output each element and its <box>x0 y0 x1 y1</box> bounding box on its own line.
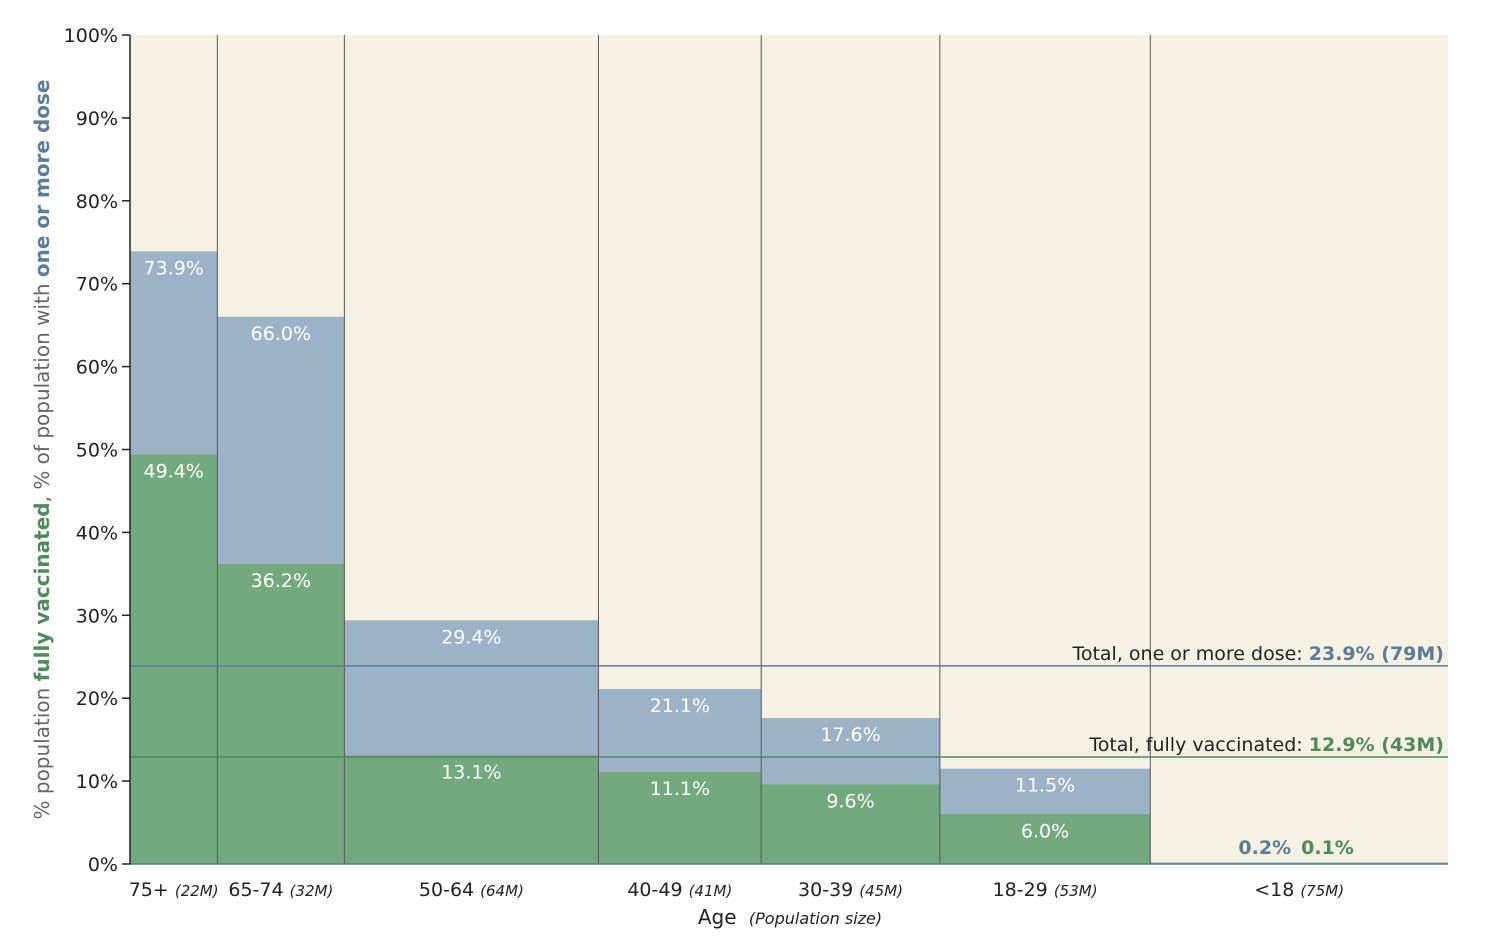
x-axis-label: Age <box>698 905 737 929</box>
x-axis-note: (Population size) <box>749 909 882 928</box>
reference-lines-layer: Total, one or more dose: 23.9% (79M)Tota… <box>130 643 1448 758</box>
x-tick-label-50-64: 50-64 (64M) <box>419 879 524 901</box>
bar-fully-40-49 <box>598 771 762 864</box>
x-tick-age: 40-49 <box>627 879 688 901</box>
label-one-dose-75+: 73.9% <box>143 257 203 279</box>
x-tick-population: (32M) <box>290 882 334 900</box>
y-axis-title: % population fully vaccinated, % of popu… <box>30 80 54 820</box>
label-fully-40-49: 11.1% <box>650 778 710 800</box>
x-tick-population: (53M) <box>1054 882 1098 900</box>
y-tick-label: 90% <box>76 108 118 130</box>
x-tick-population: (45M) <box>859 882 903 900</box>
bars-layer <box>130 251 1448 864</box>
bar-fully-75+ <box>130 454 218 864</box>
y-axis-label-one-dose: one or more dose <box>30 80 54 278</box>
label-fully-30-39: 9.6% <box>826 790 874 812</box>
x-tick-label-30-39: 30-39 (45M) <box>798 879 903 901</box>
y-tick-label: 80% <box>76 191 118 213</box>
reference-label-text: Total, fully vaccinated: <box>1088 734 1308 756</box>
x-tick-age: 75+ <box>129 879 175 901</box>
x-tick-population: (41M) <box>689 882 733 900</box>
x-tick-label-65-74: 65-74 (32M) <box>228 879 333 901</box>
y-axis-label-part-3: , % of population with <box>30 277 54 502</box>
bar-fully-50-64 <box>344 755 599 864</box>
reference-label-value: 12.9% (43M) <box>1309 734 1444 756</box>
label-fully-75+: 49.4% <box>143 460 203 482</box>
y-tick-label: 100% <box>64 25 118 47</box>
label-fully-18-29: 6.0% <box>1021 820 1069 842</box>
reference-label-fully: Total, fully vaccinated: 12.9% (43M) <box>1088 734 1444 756</box>
bar-fully-30-39 <box>761 784 940 864</box>
label-one-dose-50-64: 29.4% <box>441 626 501 648</box>
x-tick-age: 30-39 <box>798 879 859 901</box>
bar-labels-layer: 73.9% 49.4% 66.0% 36.2% 29.4% 13.1% 21.1% 11.1%… <box>143 257 1353 859</box>
y-tick-label: 60% <box>76 357 118 379</box>
x-tick-age: 65-74 <box>228 879 289 901</box>
label-fully-65-74: 36.2% <box>251 570 311 592</box>
dividers-layer <box>130 35 1448 865</box>
x-tick-population: (22M) <box>175 882 219 900</box>
y-tick-label: 50% <box>76 440 118 462</box>
x-tick-label-40-49: 40-49 (41M) <box>627 879 732 901</box>
label-fully-<18: 0.1% <box>1301 837 1354 859</box>
y-tick-label: 10% <box>76 771 118 793</box>
reference-label-value: 23.9% (79M) <box>1309 643 1444 665</box>
y-tick-label: 70% <box>76 274 118 296</box>
y-tick-label: 40% <box>76 522 118 544</box>
y-axis-label-part-1: % population <box>30 681 54 819</box>
label-one-dose-18-29: 11.5% <box>1015 775 1075 797</box>
x-axis: 75+ (22M) 65-74 (32M) 50-64 (64M) 40-49 (41… <box>129 879 1344 901</box>
x-tick-age: <18 <box>1254 879 1300 901</box>
y-axis-label-fully: fully vaccinated <box>30 502 54 681</box>
x-tick-population: (75M) <box>1300 882 1344 900</box>
y-tick-label: 0% <box>88 854 118 876</box>
x-tick-label-<18: <18 (75M) <box>1254 879 1344 901</box>
x-tick-label-75+: 75+ (22M) <box>129 879 219 901</box>
y-tick-label: 20% <box>76 688 118 710</box>
label-one-dose-30-39: 17.6% <box>820 724 880 746</box>
reference-label-text: Total, one or more dose: <box>1071 643 1308 665</box>
label-one-dose-65-74: 66.0% <box>251 323 311 345</box>
x-tick-label-18-29: 18-29 (53M) <box>993 879 1098 901</box>
label-one-dose-40-49: 21.1% <box>650 695 710 717</box>
bar-fully-65-74 <box>217 563 345 864</box>
label-fully-50-64: 13.1% <box>441 761 501 783</box>
x-tick-age: 50-64 <box>419 879 480 901</box>
label-one-dose-<18: 0.2% <box>1238 837 1291 859</box>
x-axis-title: Age (Population size) <box>698 905 882 929</box>
x-tick-population: (64M) <box>480 882 524 900</box>
bar-fully-18-29 <box>939 814 1151 864</box>
y-tick-label: 30% <box>76 605 118 627</box>
x-tick-age: 18-29 <box>993 879 1054 901</box>
reference-label-one_dose: Total, one or more dose: 23.9% (79M) <box>1071 643 1444 665</box>
y-axis: 0% 10% 20% 30% 40% 50% 60% 70% 80% 90% 100% <box>64 25 131 876</box>
